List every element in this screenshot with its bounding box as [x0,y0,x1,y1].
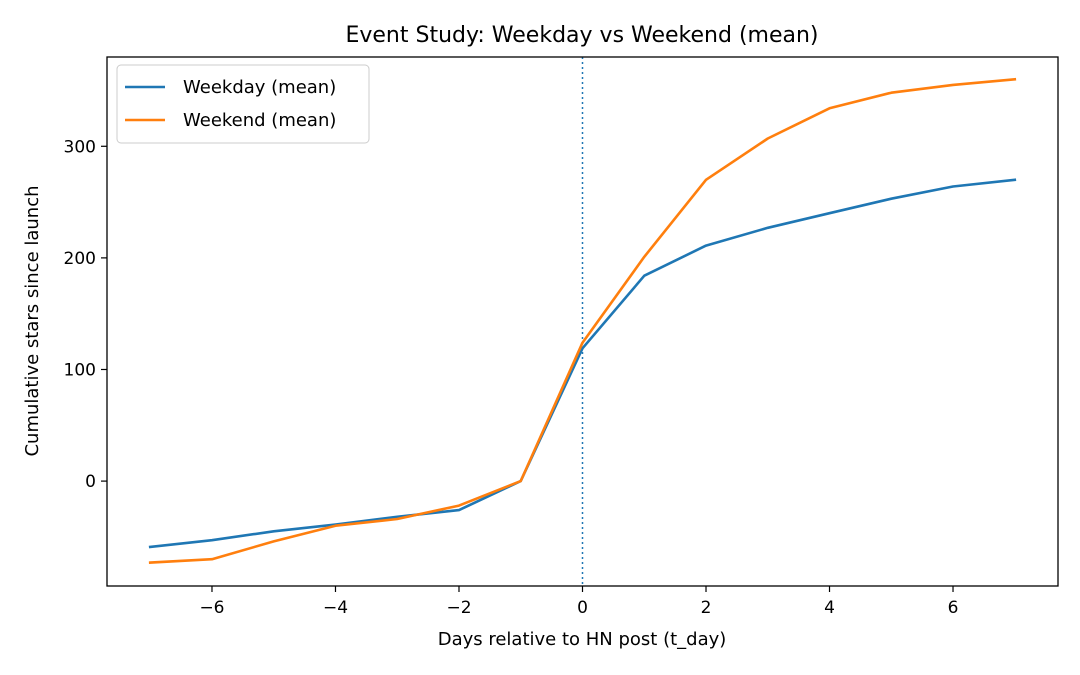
x-tick-label: −6 [199,598,224,618]
x-tick-label: 0 [577,598,588,618]
y-tick-label: 300 [64,137,96,157]
plot-area [148,57,1017,586]
series-line-weekend [148,77,1017,564]
y-tick-label: 100 [64,360,96,380]
y-axis-label: Cumulative stars since launch [22,185,43,456]
x-tick-label: 6 [948,598,959,618]
legend-label: Weekend (mean) [183,110,336,131]
legend-box [116,64,370,144]
y-tick-label: 200 [64,249,96,269]
chart-title: Event Study: Weekday vs Weekend (mean) [345,23,818,48]
x-tick-label: −4 [323,598,348,618]
y-tick-label: 0 [85,472,96,492]
legend-label: Weekday (mean) [183,77,336,98]
series-line-weekday [148,178,1017,549]
x-tick-label: 4 [824,598,835,618]
x-axis-label: Days relative to HN post (t_day) [438,629,727,650]
x-tick-label: −2 [446,598,471,618]
legend: Weekday (mean) Weekend (mean) [116,64,370,144]
x-tick-label: 2 [701,598,712,618]
axis-ticks: −6 −4 −2 0 2 4 6 0 100 200 300 [64,137,959,618]
